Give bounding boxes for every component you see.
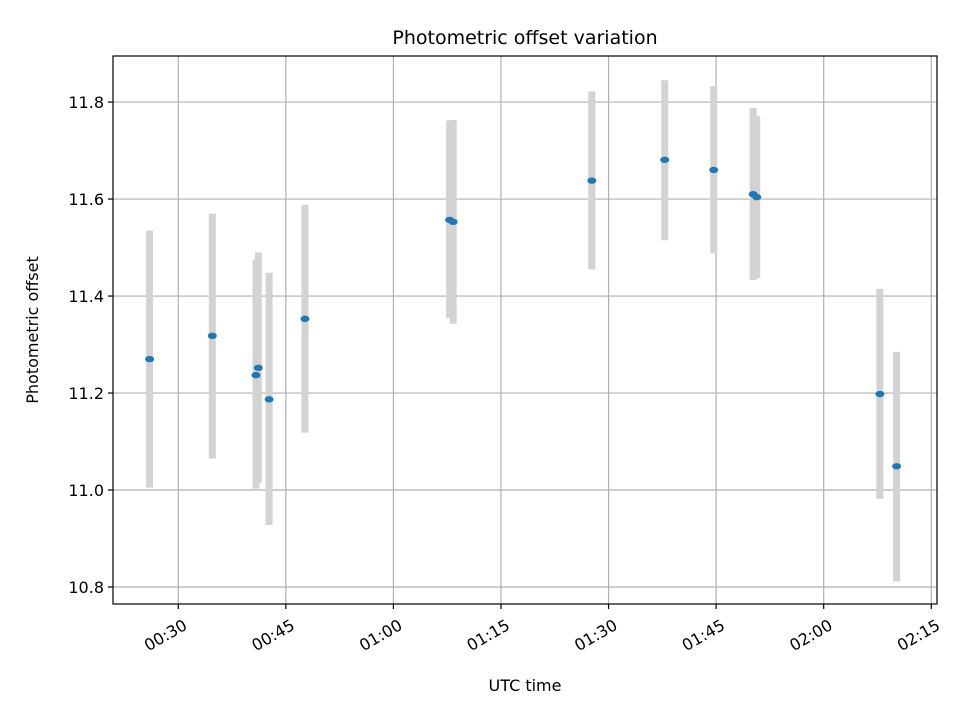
data-point bbox=[253, 364, 263, 372]
data-point bbox=[145, 355, 155, 363]
y-tick-label: 11.4 bbox=[68, 287, 104, 306]
data-point bbox=[752, 193, 762, 201]
data-point bbox=[587, 177, 597, 184]
plot-frame bbox=[112, 55, 938, 605]
y-tick-label: 11.0 bbox=[68, 481, 104, 500]
data-point bbox=[709, 166, 719, 174]
plot-area bbox=[113, 56, 937, 604]
y-tick-label: 11.8 bbox=[68, 93, 104, 112]
data-point bbox=[264, 396, 274, 403]
data-point bbox=[300, 315, 310, 323]
y-tick-label: 11.2 bbox=[68, 384, 104, 403]
grid bbox=[113, 56, 937, 604]
y-tick-label: 11.6 bbox=[68, 190, 104, 209]
data-point bbox=[448, 218, 458, 226]
data-point bbox=[207, 332, 217, 340]
data-point bbox=[660, 156, 670, 163]
y-axis-label: Photometric offset bbox=[23, 256, 42, 404]
y-tick-label: 10.8 bbox=[68, 578, 104, 597]
data-point bbox=[892, 463, 902, 470]
chart-title: Photometric offset variation bbox=[392, 27, 657, 49]
data-point bbox=[251, 371, 261, 379]
data-points bbox=[145, 156, 902, 470]
data-point bbox=[875, 390, 885, 398]
x-axis-label: UTC time bbox=[489, 676, 562, 695]
